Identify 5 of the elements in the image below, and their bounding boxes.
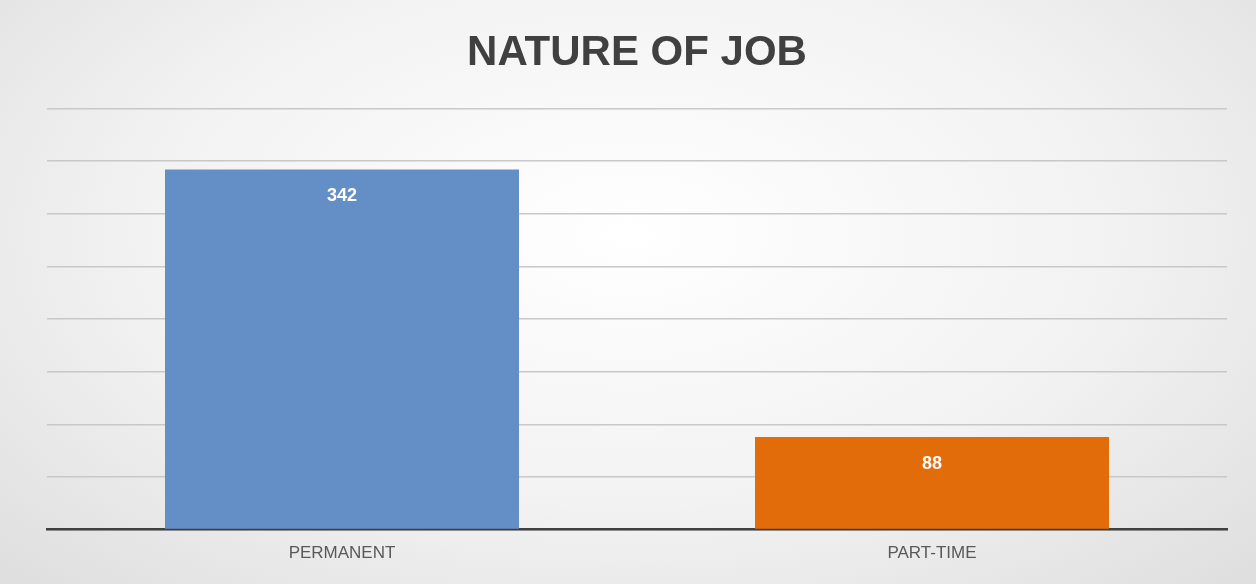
- x-tick-label: PART-TIME: [887, 543, 977, 563]
- x-tick-label: PERMANENT: [288, 543, 396, 563]
- chart-title: NATURE OF JOB: [467, 26, 807, 74]
- data-label: 342: [326, 185, 358, 206]
- data-label: 88: [921, 452, 943, 473]
